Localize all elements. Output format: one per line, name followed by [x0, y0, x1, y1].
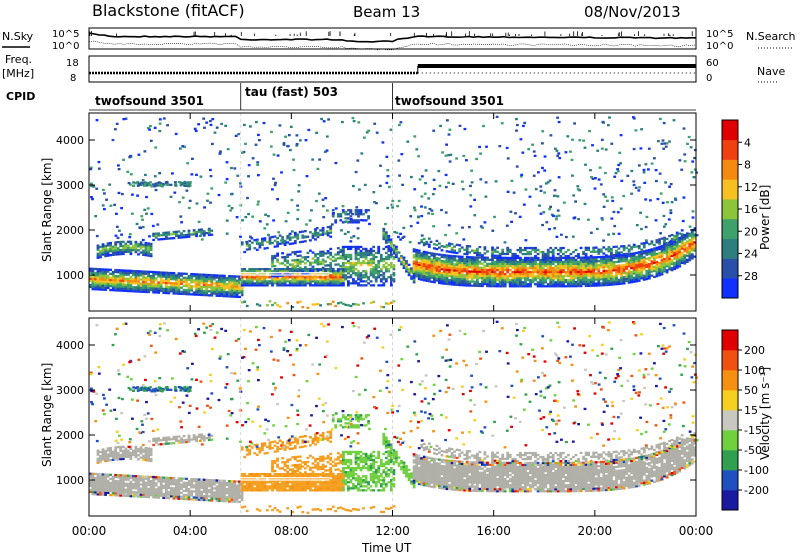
- power-colorbar-tick: 8: [744, 159, 751, 172]
- velocity-colorbar-swatch: [722, 430, 738, 451]
- freq-tick-top: 18: [66, 58, 79, 69]
- velocity-colorbar-swatch: [722, 350, 738, 371]
- velocity-colorbar-swatch: [722, 330, 738, 351]
- x-tick-label: 20:00: [578, 524, 613, 538]
- nave-label: Nave: [757, 65, 785, 78]
- velocity-ylabel: Slant Range [km]: [40, 363, 54, 467]
- velocity-colorbar-tick: -15: [744, 424, 762, 437]
- x-tick-label: 08:00: [274, 524, 309, 538]
- power-colorbar-tick: 16: [744, 203, 758, 216]
- velocity-colorbar-swatch: [722, 450, 738, 471]
- power-y-axis: 1000 2000 3000 4000: [56, 134, 696, 282]
- station-title: Blackstone (fitACF): [92, 1, 245, 20]
- date-title: 08/Nov/2013: [584, 3, 681, 21]
- power-colorbar-tick: 28: [744, 270, 758, 283]
- power-colorbar-swatch: [722, 238, 738, 259]
- power-y-tick-label: 2000: [56, 224, 84, 237]
- velocity-colorbar-swatch: [722, 470, 738, 491]
- nsearch-label: N.Search: [746, 30, 796, 43]
- velocity-colorbar-tick: 50: [744, 384, 758, 397]
- velocity-y-tick-label: 1000: [56, 474, 84, 487]
- nsky-label: N.Sky: [2, 30, 34, 43]
- freq-tick-bottom: 8: [70, 73, 76, 84]
- beam-title: Beam 13: [353, 3, 420, 21]
- velocity-colorbar-tick: -100: [744, 464, 769, 477]
- velocity-colorbar: 200 100 50 15 -15 -50 -100 -200: [721, 329, 769, 511]
- nsearch-series-line: [88, 40, 697, 51]
- power-colorbar-tick: 24: [744, 248, 758, 261]
- velocity-panel: 1000 2000 3000 4000 Slant Range [km]: [40, 317, 699, 517]
- power-colorbar-swatch: [722, 159, 738, 180]
- time-x-axis: 00:00 04:00 08:00 12:00 16:00 20:00 00:00: [72, 113, 714, 538]
- power-y-tick-label: 4000: [56, 134, 84, 147]
- noise-tick-top: 10^5: [52, 29, 79, 40]
- noise-panel: 10^5 10^0 10^5 10^0: [52, 27, 733, 52]
- velocity-colorbar-swatch: [722, 390, 738, 411]
- velocity-colorbar-swatch: [722, 410, 738, 431]
- power-colorbar-swatch: [722, 120, 738, 141]
- velocity-colorbar-tick: 200: [744, 344, 765, 357]
- power-colorbar-tick: 4: [744, 136, 751, 149]
- velocity-colorbar-tick: -200: [744, 484, 769, 497]
- velocity-y-tick-label: 4000: [56, 339, 84, 352]
- x-axis-label: Time UT: [361, 541, 412, 554]
- noise-spikes: [89, 31, 693, 36]
- freq-label: Freq.: [5, 53, 32, 66]
- x-tick-label: 04:00: [173, 524, 208, 538]
- x-tick-label: 12:00: [375, 524, 410, 538]
- power-colorbar-tick: 12: [744, 181, 758, 194]
- power-colorbar-swatch: [722, 179, 738, 200]
- cpid-segment-2: tau (fast) 503: [245, 85, 338, 99]
- velocity-y-axis: 1000 2000 3000 4000: [56, 339, 696, 487]
- freq-series: [89, 64, 696, 75]
- x-tick-label: 00:00: [72, 524, 107, 538]
- x-tick-label: 16:00: [476, 524, 511, 538]
- freq-unit-label: [MHz]: [2, 67, 34, 80]
- search-tick-top: 10^5: [706, 29, 733, 40]
- velocity-colorbar-label: Velocity [m s⁻¹]: [758, 367, 772, 460]
- nave-tick-top: 60: [706, 58, 719, 69]
- power-colorbar-label: Power [dB]: [758, 185, 772, 250]
- cpid-segment-1: twofsound 3501: [95, 94, 204, 108]
- power-colorbar-swatch: [722, 139, 738, 160]
- nsky-series-line: [88, 32, 696, 43]
- cpid-panel: twofsound 3501 tau (fast) 503 twofsound …: [89, 83, 696, 111]
- search-tick-bottom: 10^0: [706, 41, 733, 52]
- nave-tick-bottom: 0: [706, 73, 712, 84]
- velocity-y-tick-label: 2000: [56, 429, 84, 442]
- frequency-panel: 18 8 60 0: [66, 55, 719, 84]
- power-colorbar-swatch: [722, 199, 738, 220]
- velocity-colorbar-swatch: [722, 490, 738, 511]
- velocity-y-tick-label: 3000: [56, 384, 84, 397]
- cpid-segment-3: twofsound 3501: [395, 94, 504, 108]
- power-ylabel: Slant Range [km]: [40, 158, 54, 262]
- power-colorbar: 4 8 12 16 20 24 28: [721, 119, 758, 299]
- power-colorbar-swatch: [722, 218, 738, 239]
- velocity-colorbar-tick: 100: [744, 364, 765, 377]
- velocity-heatmap-cells: [89, 318, 699, 516]
- power-colorbar-swatch: [722, 278, 738, 299]
- cpid-label: CPID: [6, 90, 35, 103]
- velocity-colorbar-tick: -50: [744, 444, 762, 457]
- power-y-tick-label: 3000: [56, 179, 84, 192]
- x-tick-label: 00:00: [679, 524, 714, 538]
- power-colorbar-tick: 20: [744, 225, 758, 238]
- velocity-colorbar-swatch: [722, 370, 738, 391]
- power-panel: 1000 2000 3000 4000 Slant Range [km]: [40, 112, 699, 312]
- power-colorbar-swatch: [722, 258, 738, 279]
- velocity-colorbar-tick: 15: [744, 404, 758, 417]
- power-heatmap-cells: [89, 113, 699, 311]
- noise-tick-bottom: 10^0: [52, 41, 79, 52]
- power-y-tick-label: 1000: [56, 269, 84, 282]
